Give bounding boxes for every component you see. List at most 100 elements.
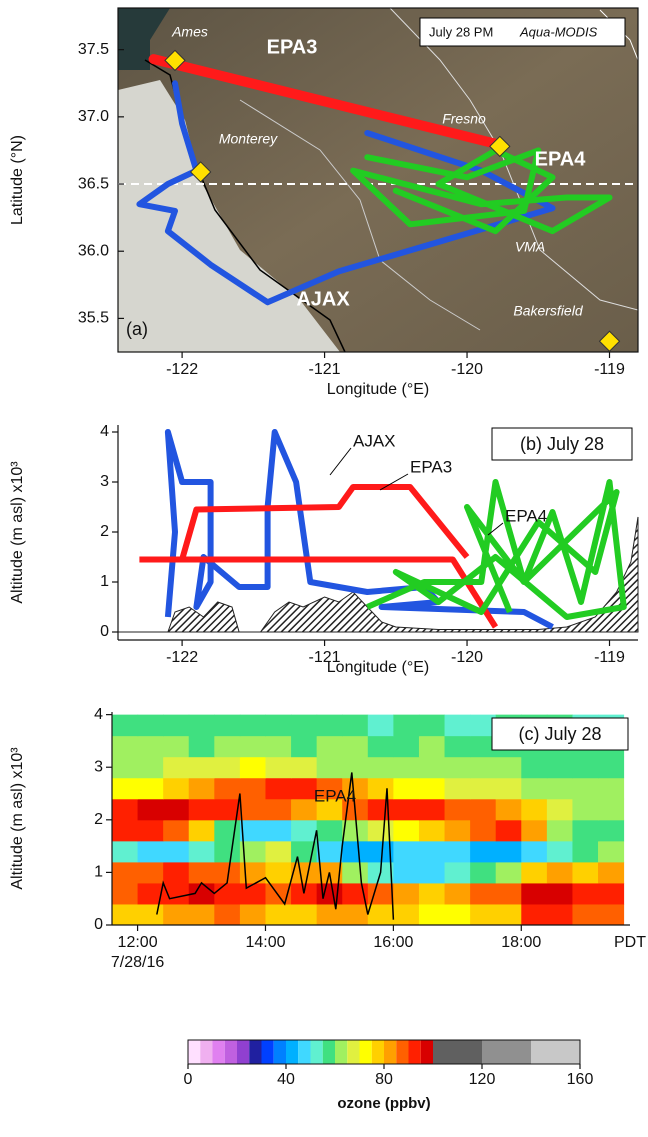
heatmap-cell (316, 735, 343, 758)
heatmap-cell (598, 840, 625, 863)
heatmap-cell (188, 861, 215, 884)
heatmap-cell (137, 777, 164, 800)
heatmap-cell (495, 903, 522, 926)
heatmap-cell (316, 714, 343, 737)
heatmap-cell (316, 840, 343, 863)
panel-label-box (491, 427, 633, 461)
colorbar-swatch (237, 1040, 250, 1064)
track-label: EPA4 (535, 148, 587, 170)
heatmap-cell (418, 777, 446, 800)
heatmap-cell (137, 819, 164, 842)
heatmap-cell (239, 756, 266, 779)
heatmap-cell (572, 798, 599, 821)
heatmap-cell (470, 840, 497, 863)
heatmap-cell (546, 861, 573, 884)
x-axis-title: Longitude (°E) (327, 381, 429, 398)
heatmap-cell (316, 819, 343, 842)
heatmap-cell (367, 735, 394, 758)
heatmap-cell (546, 882, 573, 905)
heatmap-cell (393, 819, 420, 842)
date-label: 7/28/16 (111, 954, 164, 971)
heatmap-cell (444, 840, 471, 863)
heatmap-cell (214, 798, 241, 821)
colorbar-swatch (298, 1040, 311, 1064)
heatmap-cell (112, 840, 139, 863)
colorbar-tick-label: 160 (567, 1071, 594, 1088)
colorbar-swatch (531, 1040, 580, 1064)
colorbar-swatch (384, 1040, 397, 1064)
colorbar-swatch (273, 1040, 286, 1064)
y-tick-label: 2 (94, 811, 103, 828)
colorbar-swatch (212, 1040, 225, 1064)
heatmap-cell (214, 777, 241, 800)
heatmap-cell (598, 777, 625, 800)
heatmap-cell (163, 777, 190, 800)
annotation-arrow (379, 473, 409, 491)
heatmap-cell (163, 861, 190, 884)
heatmap-cell (214, 903, 241, 926)
heatmap-cell (265, 819, 292, 842)
heatmap-cell (342, 903, 369, 926)
heatmap-cell (470, 777, 497, 800)
panel-label: (b) July 28 (520, 434, 604, 454)
heatmap-cell (444, 756, 471, 779)
heatmap-cell (418, 882, 446, 905)
heatmap-cell (521, 840, 548, 863)
colorbar-swatch (286, 1040, 299, 1064)
y-tick-label: 36.0 (78, 242, 109, 259)
heatmap-cell (393, 882, 420, 905)
colorbar-swatch (200, 1040, 213, 1064)
heatmap-cell (521, 903, 548, 926)
heatmap-cell (291, 714, 318, 737)
heatmap-cell (418, 798, 446, 821)
heatmap-cell (444, 714, 471, 737)
caption: July 28 PM (429, 24, 493, 39)
series-annotation: EPA3 (410, 457, 452, 476)
site-label: Bakersfield (513, 303, 583, 319)
series-annotation: AJAX (353, 431, 396, 450)
x-tick-label: -119 (594, 649, 625, 666)
x-tick-label: -119 (594, 361, 625, 378)
heatmap-cell (214, 756, 241, 779)
heatmap-cell (265, 798, 292, 821)
heatmap-cell (291, 798, 318, 821)
heatmap-cell (163, 840, 190, 863)
heatmap-cell (291, 882, 318, 905)
heatmap-cell (188, 756, 215, 779)
heatmap-cell (137, 714, 164, 737)
heatmap-cell (239, 777, 266, 800)
heatmap-cell (367, 819, 394, 842)
colorbar-swatch (347, 1040, 360, 1064)
colorbar-tick-label: 40 (277, 1071, 295, 1088)
colorbar-swatch (420, 1040, 433, 1064)
y-tick-label: 4 (100, 423, 109, 440)
heatmap-cell (546, 777, 573, 800)
heatmap-cell (598, 882, 625, 905)
heatmap-cell (521, 819, 548, 842)
heatmap-cell (470, 819, 497, 842)
heatmap-cell (291, 819, 318, 842)
heatmap-cell (163, 798, 190, 821)
heatmap-cell (112, 735, 139, 758)
heatmap-cell (188, 903, 215, 926)
y-axis-title: Altitude (m asl) x10³ (9, 747, 26, 890)
heatmap-cell (239, 840, 266, 863)
site-label: Ames (171, 24, 208, 40)
heatmap-cell (393, 903, 420, 926)
heatmap-cell (444, 882, 471, 905)
colorbar-swatch (396, 1040, 409, 1064)
heatmap-cell (137, 756, 164, 779)
colorbar-swatch (371, 1040, 384, 1064)
track-label: EPA3 (267, 36, 318, 58)
heatmap-cell (112, 756, 139, 779)
heatmap-cell (393, 735, 420, 758)
heatmap-cell (265, 777, 292, 800)
heatmap-cell (495, 840, 522, 863)
heatmap-cell (316, 798, 343, 821)
heatmap-cell (367, 882, 394, 905)
x-tick-label: 14:00 (245, 934, 285, 951)
heatmap-cell (188, 714, 215, 737)
site-marker (598, 330, 621, 352)
heatmap-cell (418, 735, 446, 758)
y-tick-label: 35.5 (78, 310, 109, 327)
